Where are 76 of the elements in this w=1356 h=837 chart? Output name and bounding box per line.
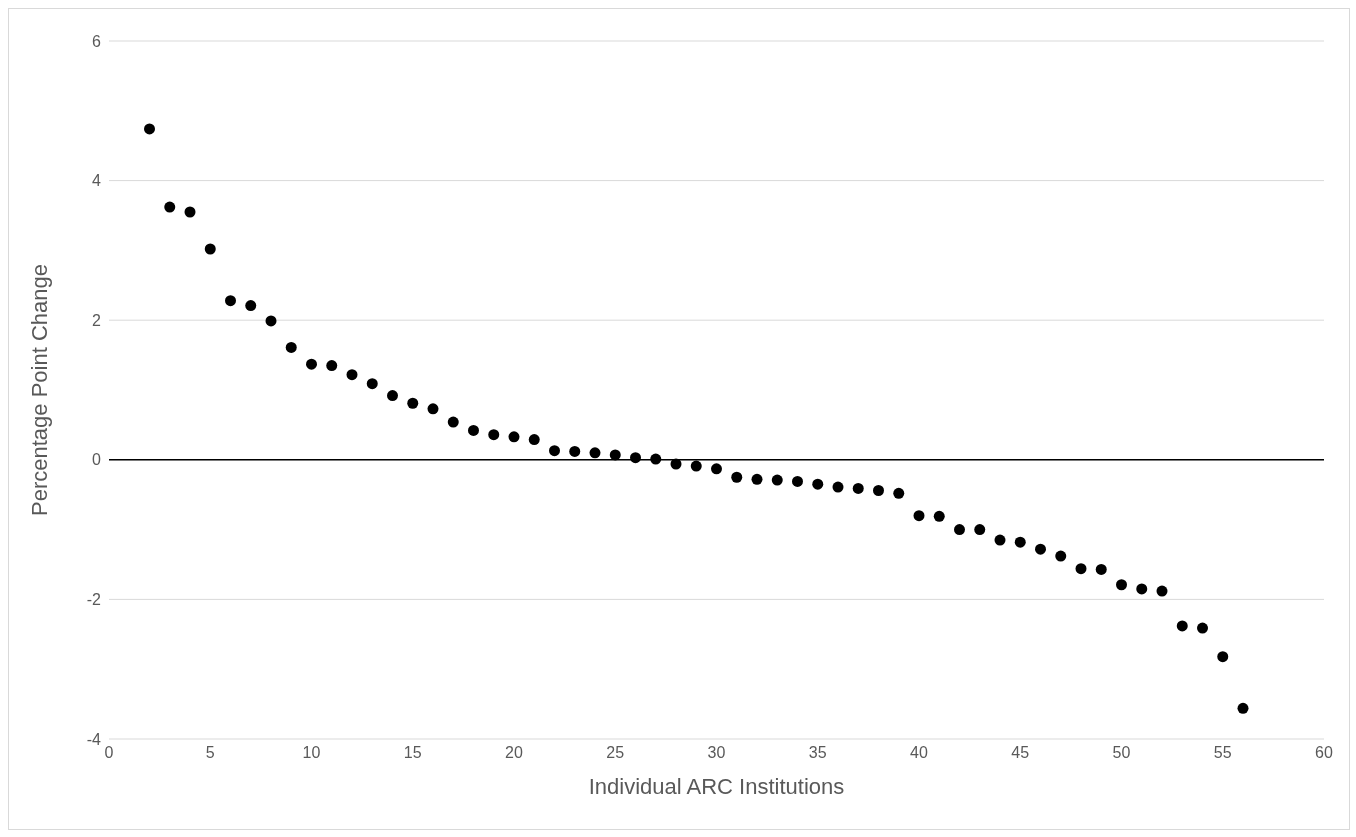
x-tick-label: 45 <box>1011 744 1030 762</box>
point <box>711 463 722 475</box>
point <box>1035 543 1046 555</box>
point <box>1156 585 1168 597</box>
point <box>427 403 439 415</box>
y-tick-label: 6 <box>92 32 102 50</box>
point <box>1176 620 1188 632</box>
point <box>630 452 641 464</box>
point <box>265 315 277 327</box>
point <box>832 481 844 493</box>
point <box>771 474 783 486</box>
point <box>1095 563 1107 575</box>
point <box>650 453 662 465</box>
point <box>346 369 358 381</box>
point <box>549 445 560 457</box>
point <box>366 378 378 390</box>
point <box>387 390 398 402</box>
y-tick-label: -4 <box>86 730 102 748</box>
point <box>508 431 520 443</box>
point <box>447 416 459 428</box>
point <box>569 445 581 457</box>
point <box>1237 702 1249 714</box>
point <box>1014 536 1026 548</box>
point <box>1116 579 1127 591</box>
y-tick-label: 4 <box>92 172 102 190</box>
point <box>974 524 986 536</box>
point <box>913 510 925 522</box>
point <box>954 524 965 536</box>
x-tick-label: 0 <box>104 744 114 762</box>
point <box>1075 563 1087 575</box>
point <box>407 397 419 409</box>
x-tick-label: 50 <box>1112 744 1131 762</box>
point <box>468 424 479 436</box>
point <box>589 447 601 459</box>
point <box>164 201 176 213</box>
x-tick-label: 20 <box>505 744 523 762</box>
point <box>609 449 621 461</box>
point <box>731 471 743 483</box>
point <box>670 458 682 470</box>
point <box>285 341 297 353</box>
point <box>792 475 803 487</box>
point <box>1055 550 1067 562</box>
point <box>1217 651 1229 663</box>
point <box>873 485 884 497</box>
point <box>225 295 236 307</box>
point <box>852 482 864 494</box>
x-tick-label: 25 <box>606 744 625 762</box>
x-tick-label: 10 <box>302 744 321 762</box>
x-tick-label: 60 <box>1315 744 1333 762</box>
point <box>326 360 338 372</box>
y-tick-label: -2 <box>86 591 102 609</box>
point <box>184 206 196 218</box>
point <box>1136 583 1148 595</box>
point <box>751 473 763 485</box>
point <box>1197 622 1208 634</box>
y-tick-label: 0 <box>92 451 102 469</box>
y-axis-title: Percentage Point Change <box>26 264 52 516</box>
point <box>144 123 155 135</box>
x-tick-label: 30 <box>707 744 726 762</box>
x-tick-label: 40 <box>910 744 928 762</box>
y-tick-label: 2 <box>92 311 102 329</box>
point <box>528 434 540 446</box>
point <box>933 510 945 522</box>
x-tick-label: 15 <box>403 744 422 762</box>
x-tick-label: 55 <box>1213 744 1232 762</box>
point <box>204 243 216 255</box>
point <box>994 534 1006 546</box>
point <box>245 300 257 312</box>
point <box>893 487 905 499</box>
point <box>812 478 824 490</box>
x-tick-label: 35 <box>808 744 827 762</box>
point <box>488 429 500 441</box>
point <box>306 358 317 370</box>
x-tick-label: 5 <box>205 744 215 762</box>
point <box>690 460 702 472</box>
x-axis-title: Individual ARC Institutions <box>588 774 845 799</box>
